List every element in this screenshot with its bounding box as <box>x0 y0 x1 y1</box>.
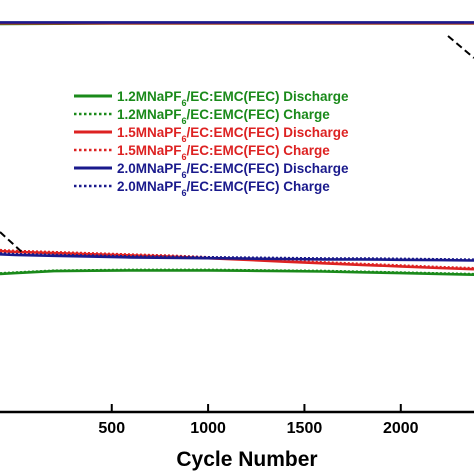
x-tick-label-2: 1500 <box>287 420 323 437</box>
series-line-3 <box>0 248 474 269</box>
series-line-4 <box>0 253 474 262</box>
x-tick-label-3: 2000 <box>383 420 419 437</box>
legend-label-4: 2.0MNaPF6/EC:EMC(FEC) Discharge <box>117 161 349 180</box>
legend-label-1: 1.2MNaPF6/EC:EMC(FEC) Charge <box>117 107 330 126</box>
annotation-pointer-top-right <box>447 35 474 59</box>
annotation-pointer-left <box>0 231 25 255</box>
x-axis-title: Cycle Number <box>176 448 317 471</box>
legend: 1.2MNaPF6/EC:EMC(FEC) Discharge1.2MNaPF6… <box>74 89 349 198</box>
legend-label-0: 1.2MNaPF6/EC:EMC(FEC) Discharge <box>117 89 349 108</box>
series-line-5 <box>0 252 474 261</box>
x-tick-label-0: 500 <box>98 420 125 437</box>
series-layer <box>0 21 474 276</box>
series-line-1 <box>0 268 474 275</box>
series-line-0 <box>0 269 474 276</box>
legend-label-2: 1.5MNaPF6/EC:EMC(FEC) Discharge <box>117 125 349 144</box>
legend-label-5: 2.0MNaPF6/EC:EMC(FEC) Charge <box>117 179 330 198</box>
legend-label-3: 1.5MNaPF6/EC:EMC(FEC) Charge <box>117 143 330 162</box>
x-tick-label-1: 1000 <box>190 420 226 437</box>
x-ticks: 500 1000 1500 2000 <box>98 404 419 437</box>
